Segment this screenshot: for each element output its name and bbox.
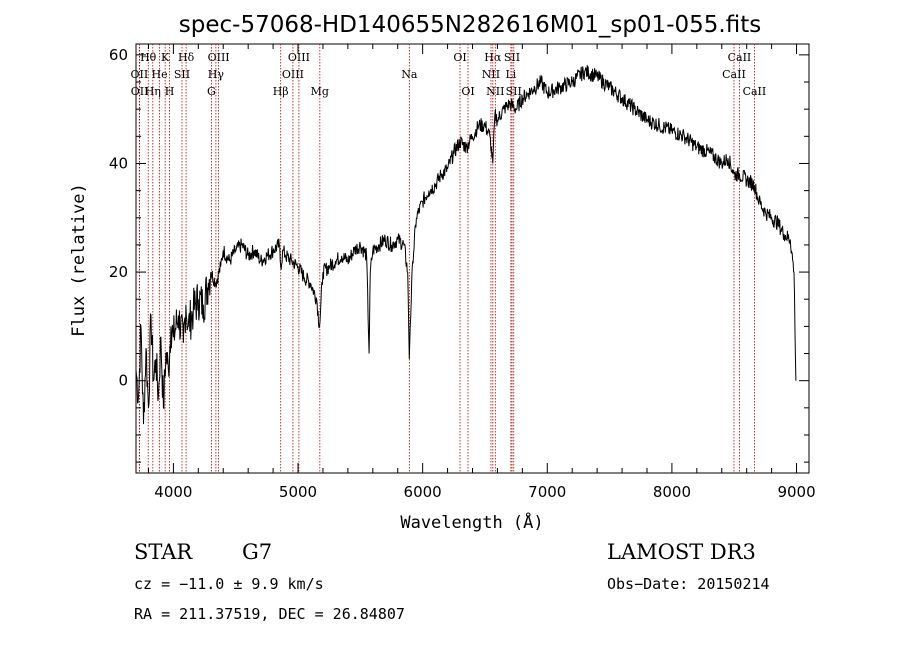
flux-line xyxy=(135,65,797,425)
line-label: OI xyxy=(461,85,474,98)
y-tick-label: 60 xyxy=(109,46,128,64)
x-tick-label: 8000 xyxy=(653,483,691,501)
x-tick-label: 7000 xyxy=(528,483,566,501)
object-class: STAR xyxy=(134,540,193,564)
line-label: H xyxy=(165,85,175,98)
line-label: K xyxy=(161,51,170,64)
x-axis-label: Wavelength (Å) xyxy=(400,511,543,533)
line-label: CaII xyxy=(728,51,752,64)
line-label: Hα xyxy=(484,51,502,64)
line-label: He xyxy=(152,68,168,81)
object-subclass: G7 xyxy=(242,540,272,564)
line-label: OI xyxy=(453,51,466,64)
line-label: SII xyxy=(504,51,520,64)
x-tick-label: 6000 xyxy=(404,483,442,501)
line-label: Hδ xyxy=(178,51,195,64)
line-label: Hβ xyxy=(273,85,289,98)
redshift-velocity: cz = −11.0 ± 9.9 km/s xyxy=(134,575,324,593)
line-label: Mg xyxy=(311,85,329,98)
sky-coordinates: RA = 211.37519, DEC = 26.84807 xyxy=(134,605,405,623)
observation-date: Obs−Date: 20150214 xyxy=(607,575,770,593)
line-label: NII xyxy=(486,85,504,98)
line-label: OIII xyxy=(288,51,310,64)
spectrum-series xyxy=(135,65,797,425)
line-label: NII xyxy=(482,68,500,81)
line-label: Hθ xyxy=(140,51,157,64)
line-label: CaII xyxy=(743,85,767,98)
line-label: CaII xyxy=(722,68,746,81)
line-label: Na xyxy=(401,68,418,81)
y-tick-label: 0 xyxy=(118,372,128,390)
line-label: Li xyxy=(505,68,516,81)
line-label: OIII xyxy=(282,68,304,81)
line-label: G xyxy=(207,85,216,98)
x-tick-label: 4000 xyxy=(154,483,192,501)
x-axis-ticks: 4000 5000 6000 7000 8000 9000 xyxy=(147,44,816,501)
plot-frame xyxy=(135,43,810,474)
line-label: SII xyxy=(174,68,190,81)
line-label: OIII xyxy=(208,51,230,64)
y-tick-label: 40 xyxy=(109,154,128,172)
line-label: OII xyxy=(131,85,149,98)
x-tick-label: 5000 xyxy=(279,483,317,501)
y-axis-label: Flux (relative) xyxy=(69,183,89,337)
line-label: Hγ xyxy=(208,68,225,81)
x-tick-label: 9000 xyxy=(777,483,815,501)
line-label: SII xyxy=(506,85,522,98)
chart-title: spec-57068-HD140655N282616M01_sp01-055.f… xyxy=(179,12,761,38)
survey-name: LAMOST DR3 xyxy=(607,540,756,564)
line-label: Hη xyxy=(145,85,161,98)
y-axis-ticks: 0 20 40 60 xyxy=(109,46,809,463)
y-tick-label: 20 xyxy=(109,263,128,281)
